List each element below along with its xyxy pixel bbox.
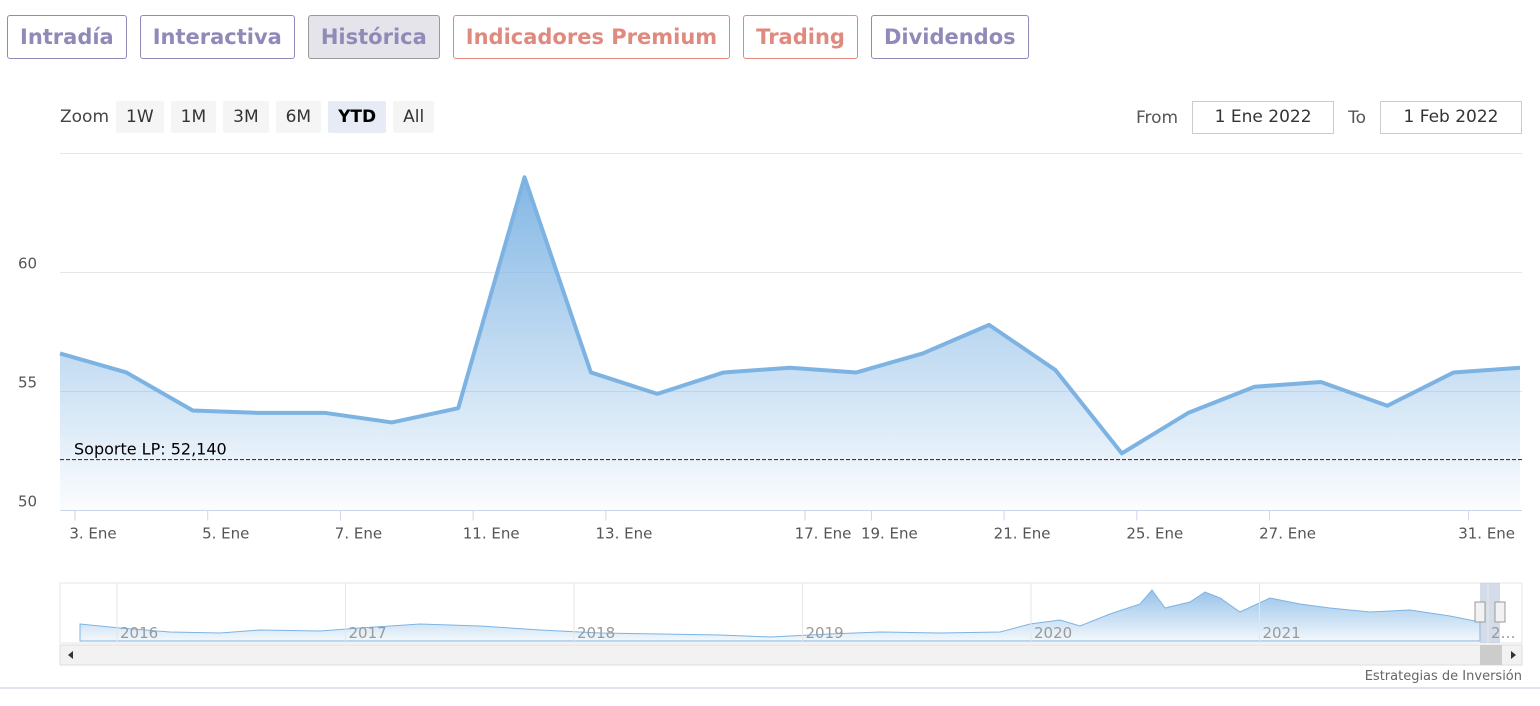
x-tick-label: 3. Ene	[69, 525, 116, 543]
zoom-bar: Zoom 1W 1M 3M 6M YTD All	[60, 101, 435, 133]
tab[interactable]: Intradía	[7, 15, 127, 59]
x-tick-label: 5. Ene	[202, 525, 249, 543]
tab[interactable]: Trading	[743, 15, 858, 59]
navigator-series	[79, 589, 1481, 642]
tab[interactable]: Histórica	[307, 15, 440, 59]
x-tick-label: 31. Ene	[1458, 525, 1515, 543]
x-tick-label: 13. Ene	[595, 525, 652, 543]
navigator-label: 2020	[1034, 624, 1072, 642]
zoom-button[interactable]: YTD	[328, 101, 387, 133]
navigator-label: 2018	[577, 624, 615, 642]
zoom-label: Zoom	[60, 107, 110, 127]
area-fill	[60, 177, 1520, 511]
y-tick-label: 55	[18, 374, 37, 392]
navigator	[59, 582, 1523, 666]
tab-bar: Intradía Interactiva Histórica Indicadores …	[7, 15, 1029, 59]
navigator-label: 2…	[1491, 624, 1516, 642]
zoom-button[interactable]: 1W	[116, 101, 164, 133]
support-label: Soporte LP: 52,140	[74, 440, 227, 459]
x-tick-label: 25. Ene	[1126, 525, 1183, 543]
tab[interactable]: Interactiva	[139, 15, 295, 59]
zoom-button[interactable]: 3M	[223, 101, 269, 133]
x-tick-label: 27. Ene	[1259, 525, 1316, 543]
x-tick-label: 17. Ene	[795, 525, 852, 543]
area-line	[59, 175, 1521, 456]
navigator-label: 2017	[349, 624, 387, 642]
tab[interactable]: Dividendos	[870, 15, 1029, 59]
tab[interactable]: Indicadores Premium	[452, 15, 731, 59]
x-tick-label: 21. Ene	[994, 525, 1051, 543]
navigator-label: 2019	[806, 624, 844, 642]
x-tick-label: 7. Ene	[335, 525, 382, 543]
zoom-button[interactable]: All	[393, 101, 435, 133]
navigator-label: 2016	[120, 624, 158, 642]
y-tick-label: 50	[18, 493, 37, 511]
zoom-button[interactable]: 1M	[170, 101, 217, 133]
from-label: From	[1135, 107, 1179, 128]
credit: Estrategias de Inversión	[1365, 669, 1522, 684]
range-selector: From 1 Ene 2022 To 1 Feb 2022	[1136, 101, 1522, 134]
navigator-label: 2021	[1263, 624, 1301, 642]
scrollbar[interactable]	[59, 644, 1523, 666]
navigator-handle[interactable]	[1474, 601, 1486, 623]
x-tick-label: 19. Ene	[861, 525, 918, 543]
to-input[interactable]: 1 Feb 2022	[1380, 101, 1522, 134]
to-label: To	[1348, 107, 1366, 128]
scrollbar-thumb[interactable]	[1480, 645, 1502, 665]
navigator-mask	[1480, 583, 1500, 643]
y-tick-label: 60	[18, 255, 37, 273]
x-tick-label: 11. Ene	[463, 525, 520, 543]
zoom-button[interactable]: 6M	[275, 101, 322, 133]
scroll-right[interactable]	[1511, 651, 1516, 659]
navigator-handle[interactable]	[1494, 601, 1506, 623]
from-input[interactable]: 1 Ene 2022	[1192, 101, 1335, 134]
scroll-left[interactable]	[68, 651, 73, 659]
